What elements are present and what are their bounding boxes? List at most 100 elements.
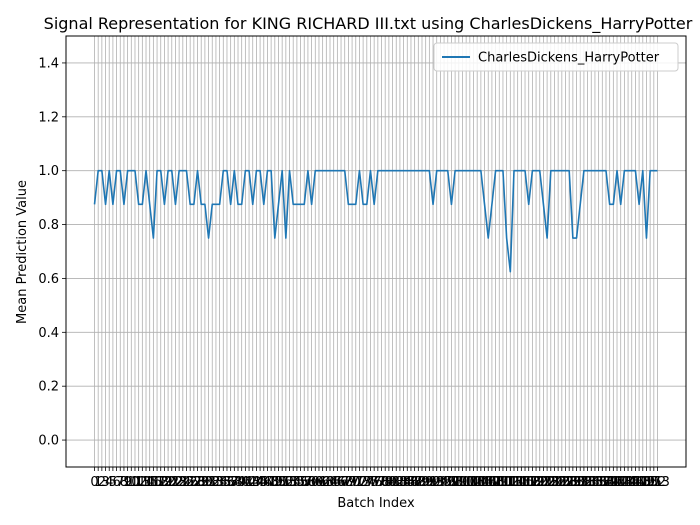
- x-tick-label: 79: [377, 475, 394, 490]
- x-tick-label: 56: [292, 475, 309, 490]
- series-line-charlesdickens-harrypotter: [93, 169, 658, 273]
- x-tick-label: 29: [193, 475, 210, 490]
- x-tick-label: 47: [259, 475, 276, 490]
- x-tick-label: 49: [267, 475, 284, 490]
- x-tick-label: 140: [597, 475, 622, 490]
- x-tick-label: 115: [505, 475, 530, 490]
- x-tick-label: 141: [601, 475, 626, 490]
- x-tick-label: 68: [336, 475, 353, 490]
- x-tick-label: 46: [255, 475, 272, 490]
- x-tick-label: 130: [560, 475, 585, 490]
- x-tick-label: 88: [410, 475, 427, 490]
- x-tick-label: 106: [472, 475, 497, 490]
- x-tick-label: 27: [186, 475, 203, 490]
- x-tick-label: 40: [233, 475, 250, 490]
- x-tick-label: 41: [237, 475, 254, 490]
- x-tick-label: 131: [564, 475, 589, 490]
- x-tick-label: 19: [156, 475, 173, 490]
- x-grid: [94, 36, 658, 467]
- y-tick-label: 1.0: [38, 164, 59, 179]
- x-tick-label: 143: [608, 475, 633, 490]
- x-tick-label: 127: [549, 475, 574, 490]
- x-tick-label: 55: [289, 475, 306, 490]
- x-tick-label: 0: [90, 475, 98, 490]
- x-tick-label: 77: [370, 475, 387, 490]
- x-tick-label: 22: [167, 475, 184, 490]
- x-tick-label: 59: [303, 475, 320, 490]
- x-tick-label: 114: [502, 475, 527, 490]
- x-tick-label: 50: [270, 475, 287, 490]
- x-tick-label: 120: [524, 475, 549, 490]
- x-tick-label: 146: [619, 475, 644, 490]
- x-tick-label: 35: [215, 475, 232, 490]
- x-tick-label: 61: [311, 475, 328, 490]
- x-tick-label: 26: [182, 475, 199, 490]
- x-tick-label: 151: [638, 475, 663, 490]
- x-tick-label: 58: [300, 475, 317, 490]
- x-tick-label: 51: [274, 475, 291, 490]
- x-tick-label: 43: [244, 475, 261, 490]
- x-tick-label: 128: [553, 475, 578, 490]
- x-tick-label: 32: [204, 475, 221, 490]
- x-tick-label: 134: [575, 475, 600, 490]
- x-axis-ticks: 0123456789101112131415161718192021222324…: [90, 467, 670, 490]
- x-tick-label: 74: [359, 475, 376, 490]
- x-tick-label: 53: [281, 475, 298, 490]
- x-tick-label: 113: [498, 475, 523, 490]
- series-layer: [93, 169, 658, 273]
- x-tick-label: 148: [627, 475, 652, 490]
- x-tick-label: 20: [160, 475, 177, 490]
- legend-entry: CharlesDickens_HarryPotter: [478, 51, 660, 66]
- x-tick-label: 90: [417, 475, 434, 490]
- x-tick-label: 129: [557, 475, 582, 490]
- x-tick-label: 64: [322, 475, 339, 490]
- plot-area: [66, 36, 686, 467]
- x-tick-label: 60: [307, 475, 324, 490]
- x-tick-label: 95: [436, 475, 453, 490]
- x-tick-label: 101: [454, 475, 479, 490]
- x-tick-label: 138: [590, 475, 615, 490]
- x-tick-label: 15: [141, 475, 158, 490]
- x-tick-label: 62: [314, 475, 331, 490]
- x-tick-label: 5: [109, 475, 117, 490]
- x-tick-label: 109: [483, 475, 508, 490]
- x-tick-label: 42: [241, 475, 258, 490]
- x-tick-label: 111: [491, 475, 516, 490]
- x-tick-label: 2: [98, 475, 106, 490]
- x-tick-label: 132: [568, 475, 593, 490]
- x-tick-label: 100: [450, 475, 475, 490]
- x-tick-label: 30: [197, 475, 214, 490]
- x-tick-label: 70: [344, 475, 361, 490]
- x-tick-label: 3: [101, 475, 109, 490]
- x-tick-label: 57: [296, 475, 313, 490]
- x-tick-label: 1: [94, 475, 102, 490]
- x-tick-label: 123: [535, 475, 560, 490]
- x-tick-label: 13: [134, 475, 151, 490]
- x-tick-label: 8: [120, 475, 128, 490]
- x-tick-label: 133: [571, 475, 596, 490]
- x-tick-label: 67: [333, 475, 350, 490]
- y-tick-label: 0.2: [38, 380, 59, 395]
- y-tick-label: 0.4: [38, 326, 59, 341]
- x-tick-label: 104: [465, 475, 490, 490]
- x-tick-label: 145: [616, 475, 641, 490]
- x-tick-label: 71: [347, 475, 364, 490]
- x-tick-label: 72: [351, 475, 368, 490]
- x-tick-label: 36: [219, 475, 236, 490]
- x-tick-label: 48: [263, 475, 280, 490]
- x-tick-label: 23: [171, 475, 188, 490]
- x-tick-label: 75: [362, 475, 379, 490]
- x-tick-label: 86: [403, 475, 420, 490]
- x-tick-label: 9: [123, 475, 131, 490]
- x-tick-label: 28: [189, 475, 206, 490]
- x-tick-label: 24: [175, 475, 192, 490]
- x-tick-label: 139: [594, 475, 619, 490]
- x-tick-label: 121: [527, 475, 552, 490]
- x-tick-label: 112: [494, 475, 519, 490]
- x-tick-label: 31: [200, 475, 217, 490]
- x-tick-label: 18: [152, 475, 169, 490]
- x-tick-label: 76: [366, 475, 383, 490]
- x-tick-label: 99: [451, 475, 468, 490]
- x-tick-label: 87: [406, 475, 423, 490]
- x-tick-label: 17: [149, 475, 166, 490]
